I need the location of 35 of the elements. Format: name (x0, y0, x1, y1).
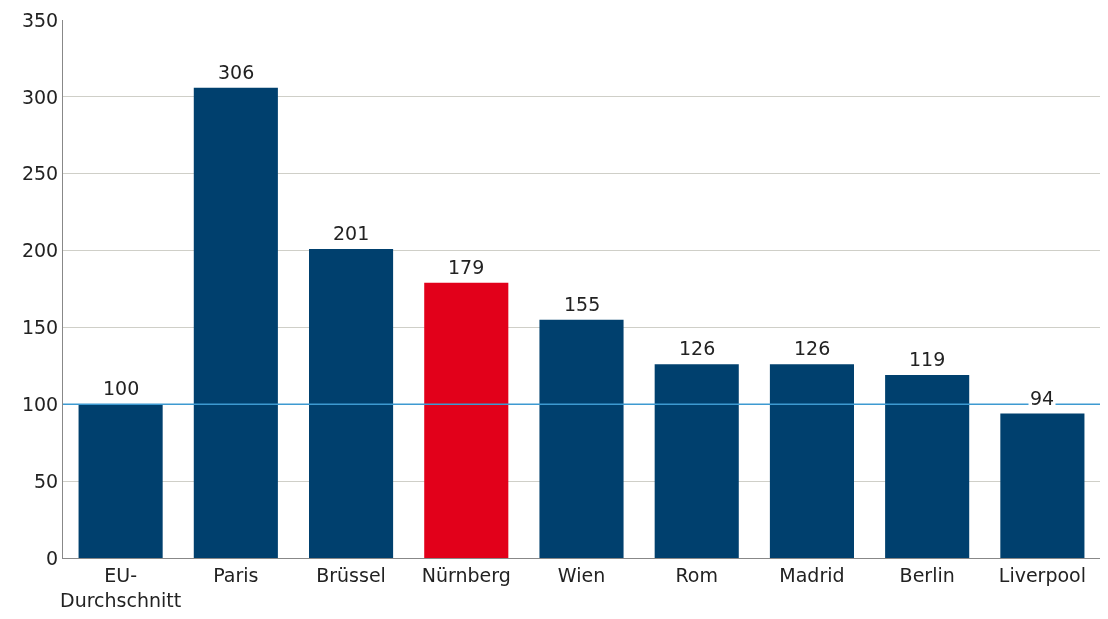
y-tick-label: 50 (34, 469, 59, 492)
data-label: 306 (218, 61, 255, 83)
x-tick-label: Berlin (899, 563, 955, 586)
data-label: 119 (909, 348, 946, 370)
data-label: 179 (448, 256, 485, 278)
bar (78, 404, 163, 558)
y-tick-label: 200 (21, 239, 59, 262)
y-tick-label: 100 (21, 392, 59, 415)
data-label: 126 (794, 337, 831, 359)
y-tick-label: 150 (21, 316, 59, 339)
bar (424, 282, 509, 558)
bar (885, 375, 970, 558)
bar (539, 319, 624, 558)
bar (654, 364, 739, 558)
y-tick-label: 300 (21, 85, 59, 108)
bar (193, 87, 278, 558)
bar (1000, 413, 1085, 558)
x-tick-label: Brüssel (316, 563, 386, 586)
bar (769, 364, 854, 558)
y-tick-label: 250 (21, 162, 59, 185)
y-tick-label: 350 (21, 8, 59, 31)
x-tick-label: Rom (675, 563, 718, 586)
data-label: 201 (333, 222, 370, 244)
data-label: 94 (1030, 387, 1055, 409)
data-label: 155 (564, 293, 601, 315)
y-tick-label: 0 (46, 546, 59, 569)
x-tick-label: Nürnberg (421, 563, 511, 586)
x-tick-label: EU-Durchschnitt (60, 563, 182, 611)
x-tick-label: Madrid (779, 563, 845, 586)
bar (309, 249, 394, 558)
x-tick-label: Wien (557, 563, 606, 586)
data-label: 100 (103, 377, 140, 399)
data-label: 126 (679, 337, 716, 359)
x-tick-label: Liverpool (998, 563, 1086, 586)
x-tick-label: Paris (213, 563, 259, 586)
